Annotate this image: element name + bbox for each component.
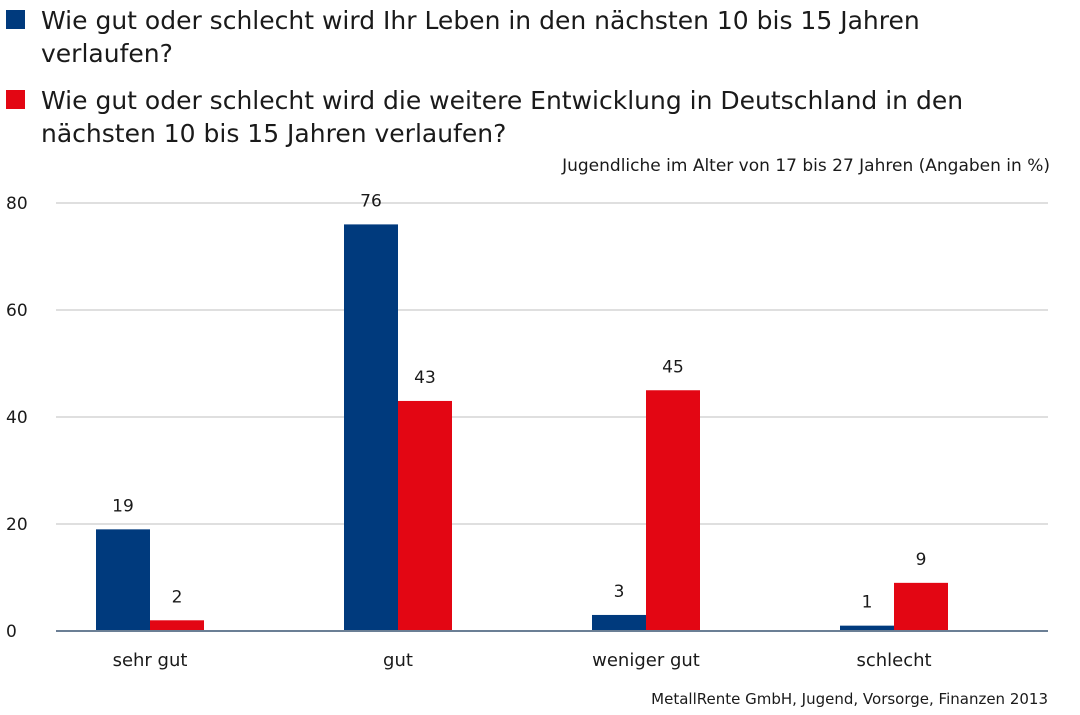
- y-tick-label-0: 0: [6, 622, 17, 642]
- legend-item-personal: Wie gut oder schlecht wird Ihr Leben in …: [6, 4, 1076, 70]
- x-tick-label-sehr-gut: sehr gut: [113, 650, 188, 671]
- legend: Wie gut oder schlecht wird Ihr Leben in …: [6, 4, 1076, 164]
- x-tick-label-weniger-gut: weniger gut: [592, 650, 700, 671]
- data-label-weniger-gut-series-1: 3: [614, 582, 625, 602]
- legend-swatch-red: [6, 90, 25, 109]
- data-label-gut-series-2: 43: [414, 368, 436, 388]
- x-tick-label-schlecht: schlecht: [856, 650, 931, 671]
- legend-swatch-blue: [6, 10, 25, 29]
- data-label-weniger-gut-series-2: 45: [662, 357, 684, 377]
- data-label-sehr-gut-series-2: 2: [172, 587, 183, 607]
- bar-schlecht-series-2: [894, 582, 948, 631]
- bar-schlecht-series-1: [840, 625, 894, 631]
- y-tick-label-20: 20: [6, 515, 28, 535]
- y-tick-label-60: 60: [6, 301, 28, 321]
- x-tick-label-gut: gut: [383, 650, 413, 671]
- legend-item-germany: Wie gut oder schlecht wird die weitere E…: [6, 84, 1076, 150]
- bar-gut-series-1: [344, 224, 398, 631]
- y-tick-label-40: 40: [6, 408, 28, 428]
- data-label-schlecht-series-1: 1: [862, 593, 873, 613]
- bar-sehr-gut-series-2: [150, 620, 204, 631]
- source-note: MetallRente GmbH, Jugend, Vorsorge, Fina…: [651, 690, 1048, 708]
- bar-weniger-gut-series-1: [592, 614, 646, 631]
- data-label-schlecht-series-2: 9: [916, 550, 927, 570]
- bar-gut-series-2: [398, 400, 452, 631]
- bar-weniger-gut-series-2: [646, 390, 700, 631]
- bar-sehr-gut-series-1: [96, 529, 150, 631]
- data-label-gut-series-1: 76: [360, 191, 382, 211]
- chart-subtitle: Jugendliche im Alter von 17 bis 27 Jahre…: [562, 156, 1050, 176]
- y-tick-label-80: 80: [6, 194, 28, 214]
- data-label-sehr-gut-series-1: 19: [112, 496, 134, 516]
- legend-label-germany: Wie gut oder schlecht wird die weitere E…: [41, 86, 964, 148]
- legend-label-personal: Wie gut oder schlecht wird Ihr Leben in …: [41, 6, 920, 68]
